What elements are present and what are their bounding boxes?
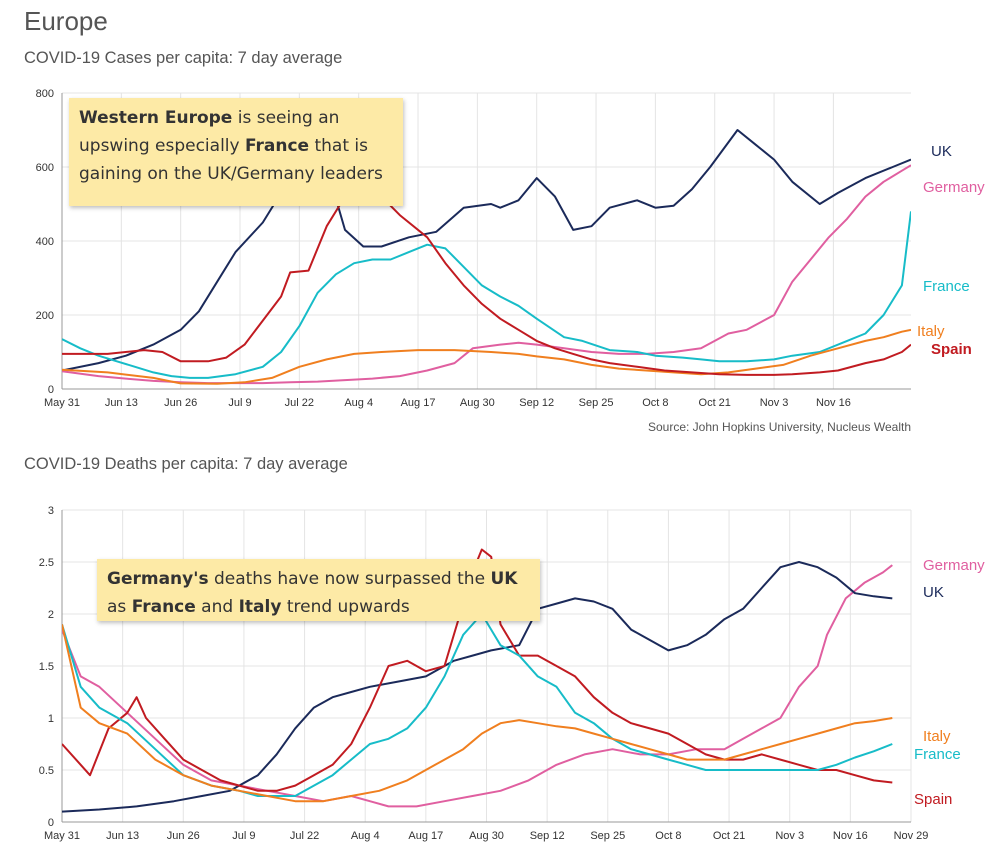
deaths-chart: 0 0.5 1 1.5 2 2.5 3 May 31 Jun 13 Jun 26 Jul 9 Jul …	[39, 505, 985, 842]
deaths-chart-title: COVID-19 Deaths per capita: 7 day averag…	[24, 455, 348, 473]
cases-x-tick-label: Aug 30	[460, 397, 495, 409]
deaths-annotation-text-0: Germany's	[107, 569, 209, 589]
deaths-series-italy	[62, 624, 893, 803]
deaths-x-tick-label: Sep 25	[590, 830, 625, 842]
source-note: Source: John Hopkins University, Nucleus…	[647, 420, 911, 434]
deaths-x-tick-label: Jun 13	[106, 830, 139, 842]
deaths-y-tick-label: 1.5	[39, 661, 54, 673]
cases-series-label-france: France	[923, 278, 970, 295]
deaths-x-tick-label: Nov 3	[775, 830, 804, 842]
deaths-series-label-spain: Spain	[914, 791, 952, 808]
deaths-x-tick-label: Jul 9	[232, 830, 255, 842]
deaths-series-france	[62, 613, 893, 797]
deaths-x-tick-label: Jun 26	[167, 830, 200, 842]
deaths-annotation-text-4: France	[131, 597, 196, 617]
cases-x-tick-label: Nov 3	[760, 397, 789, 409]
cases-x-tick-label: Aug 17	[401, 397, 436, 409]
deaths-series-label-france: France	[914, 746, 961, 763]
cases-x-tick-label: Jul 22	[285, 397, 314, 409]
deaths-y-tick-label: 1	[48, 713, 54, 725]
deaths-y-tick-label: 3	[48, 505, 54, 517]
deaths-x-tick-label: Nov 16	[833, 830, 868, 842]
deaths-series-label-germany: Germany	[923, 557, 985, 574]
cases-x-tick-label: Jul 9	[228, 397, 251, 409]
cases-x-tick-label: Sep 12	[519, 397, 554, 409]
deaths-y-tick-label: 2.5	[39, 557, 54, 569]
deaths-x-tick-label: Aug 30	[469, 830, 504, 842]
deaths-x-tick-label: Sep 12	[530, 830, 565, 842]
cases-x-tick-label: Aug 4	[344, 397, 373, 409]
deaths-annotation-text-3: as	[107, 597, 132, 617]
cases-annotation: Western Europe is seeing an upswing espe…	[69, 98, 403, 206]
deaths-series-label-uk: UK	[923, 584, 944, 601]
cases-annotation-text-0: Western Europe	[79, 108, 233, 128]
cases-series-italy	[62, 328, 911, 385]
deaths-series-germany	[62, 564, 893, 808]
cases-x-tick-label: Jun 26	[164, 397, 197, 409]
deaths-x-tick-label: Aug 4	[351, 830, 380, 842]
cases-series-france	[62, 211, 911, 379]
cases-series-label-italy: Italy	[917, 323, 945, 340]
deaths-annotation-text-5: and	[195, 597, 239, 617]
cases-x-tick-label: Jun 13	[105, 397, 138, 409]
cases-x-tick-label: May 31	[44, 397, 80, 409]
cases-series-uk	[62, 129, 911, 372]
cases-series-label-uk: UK	[931, 143, 952, 160]
cases-chart-title: COVID-19 Cases per capita: 7 day average	[24, 49, 343, 67]
deaths-y-tick-label: 0	[48, 817, 54, 829]
deaths-x-tick-label: Oct 21	[713, 830, 745, 842]
deaths-annotation-text-1: deaths have now surpassed the	[208, 569, 491, 589]
deaths-x-tick-label: Jul 22	[290, 830, 319, 842]
cases-annotation-text-2: France	[244, 136, 310, 156]
deaths-annotation-text-6: Italy	[238, 597, 282, 617]
deaths-x-tick-label: Oct 8	[655, 830, 681, 842]
cases-x-tick-label: Nov 16	[816, 397, 851, 409]
cases-y-tick-label: 400	[36, 236, 54, 248]
cases-y-tick-label: 600	[36, 162, 54, 174]
deaths-series-label-italy: Italy	[923, 728, 951, 745]
cases-series-label-spain: Spain	[931, 341, 972, 358]
deaths-y-tick-label: 0.5	[39, 765, 54, 777]
deaths-x-tick-label: Aug 17	[408, 830, 443, 842]
cases-annotation-text-1: is seeing an upswing especially	[79, 108, 340, 156]
deaths-x-tick-label: Nov 29	[894, 830, 929, 842]
deaths-y-tick-label: 2	[48, 609, 54, 621]
cases-x-tick-label: Oct 21	[699, 397, 731, 409]
deaths-annotation: Germany's deaths have now surpassed the …	[97, 559, 540, 621]
cases-x-tick-label: Oct 8	[642, 397, 668, 409]
cases-y-tick-label: 800	[36, 88, 54, 100]
cases-y-tick-label: 0	[48, 384, 54, 396]
deaths-x-tick-label: May 31	[44, 830, 80, 842]
page-title: Europe	[24, 6, 108, 36]
deaths-annotation-text-2: UK	[490, 569, 518, 589]
cases-x-tick-label: Sep 25	[579, 397, 614, 409]
cases-series-spain	[62, 180, 911, 376]
deaths-annotation-text-7: trend upwards	[281, 597, 410, 617]
cases-annotation-text-3: that is gaining on the UK/Germany leader…	[79, 136, 383, 184]
cases-series-label-germany: Germany	[923, 179, 985, 196]
cases-y-tick-label: 200	[36, 310, 54, 322]
